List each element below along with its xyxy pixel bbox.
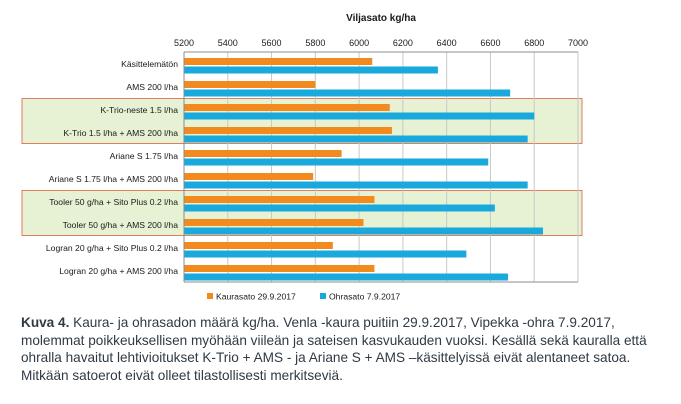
category-label: Ariane S 1.75 l/ha [110, 151, 179, 161]
caption-label: Kuva 4. [21, 315, 70, 330]
legend-label: Kaurasato 29.9.2017 [216, 292, 296, 302]
bar-oat [184, 127, 392, 134]
bar-oat [184, 265, 375, 272]
x-tick-label: 5200 [174, 38, 194, 48]
bar-barley [184, 89, 511, 97]
bar-oat [184, 81, 316, 88]
bar-oat [184, 150, 342, 157]
bar-oat [184, 196, 375, 203]
figure-caption: Kuva 4. Kaura- ja ohrasadon määrä kg/ha.… [21, 314, 671, 384]
category-label: Tooler 50 g/ha + AMS 200 l/ha [63, 220, 179, 230]
bar-barley [184, 66, 438, 74]
x-tick-label: 5800 [305, 38, 325, 48]
x-tick-label: 5600 [262, 38, 282, 48]
legend-swatch [207, 293, 213, 299]
x-tick-label: 6800 [524, 38, 544, 48]
bar-barley [184, 227, 543, 235]
category-label: K-Trio-neste 1.5 l/ha [100, 105, 178, 115]
bar-barley [184, 112, 535, 120]
category-label: Logran 20 g/ha + Sito Plus 0.2 l/ha [46, 243, 178, 253]
legend-label: Ohrasato 7.9.2017 [329, 292, 400, 302]
category-label: Käsittelemätön [121, 59, 178, 69]
category-label: K-Trio 1.5 l/ha + AMS 200 l/ha [63, 128, 178, 138]
bar-barley [184, 273, 508, 281]
bar-oat [184, 242, 333, 249]
x-tick-label: 6000 [349, 38, 369, 48]
bar-oat [184, 58, 373, 65]
bar-oat [184, 219, 364, 226]
legend-swatch [320, 293, 326, 299]
x-tick-label: 6600 [480, 38, 500, 48]
bar-barley [184, 158, 489, 166]
bar-oat [184, 173, 314, 180]
x-tick-label: 5400 [218, 38, 238, 48]
bar-barley [184, 250, 467, 258]
bar-barley [184, 135, 528, 143]
category-label: Tooler 50 g/ha + Sito Plus 0.2 l/ha [49, 197, 178, 207]
chart-title: Viljasato kg/ha [346, 13, 416, 24]
category-label: AMS 200 l/ha [126, 82, 178, 92]
caption-text: Kaura- ja ohrasadon määrä kg/ha. Venla -… [21, 315, 647, 383]
bar-chart: Viljasato kg/ha 5200 5400 5600 5800 6000 6200 6… [21, 13, 588, 302]
category-label: Logran 20 g/ha + AMS 200 l/ha [59, 266, 178, 276]
category-label: Ariane S 1.75 l/ha + AMS 200 l/ha [49, 174, 178, 184]
bar-barley [184, 204, 495, 212]
x-tick-label: 6200 [393, 38, 413, 48]
x-tick-label: 6400 [437, 38, 457, 48]
bar-oat [184, 104, 390, 111]
x-tick-label: 7000 [568, 38, 588, 48]
bar-barley [184, 181, 528, 189]
